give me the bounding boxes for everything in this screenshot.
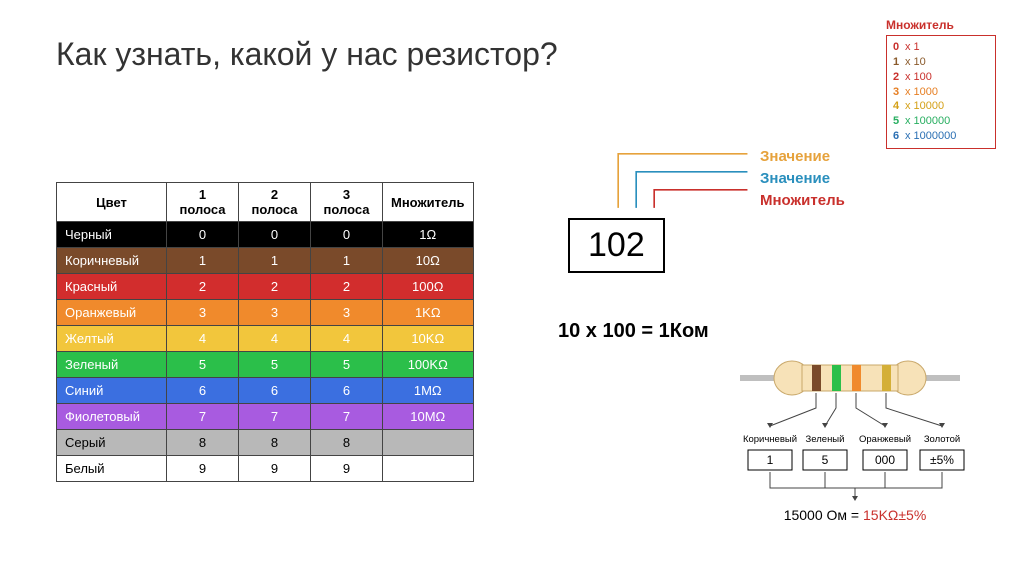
table-row: Фиолетовый77710MΩ	[57, 404, 474, 430]
svg-text:000: 000	[875, 453, 895, 467]
table-row: Белый999	[57, 456, 474, 482]
smd-calculation: 10 x 100 = 1Ком	[558, 320, 709, 343]
svg-text:15000 Ом = 15KΩ±5%: 15000 Ом = 15KΩ±5%	[784, 507, 927, 523]
svg-text:5: 5	[822, 453, 829, 467]
multiplier-row: 5 x 100000	[893, 114, 989, 129]
table-row: Коричневый11110Ω	[57, 248, 474, 274]
smd-code-box: 102	[568, 218, 665, 273]
svg-text:±5%: ±5%	[930, 453, 954, 467]
table-row: Оранжевый3331KΩ	[57, 300, 474, 326]
svg-text:Коричневый: Коричневый	[743, 434, 797, 445]
svg-text:1: 1	[767, 453, 774, 467]
table-header: Цвет	[57, 183, 167, 222]
multiplier-row: 6 x 1000000	[893, 129, 989, 144]
smd-label-digit1: Значение	[760, 148, 830, 165]
svg-text:Зеленый: Зеленый	[806, 434, 845, 445]
smd-label-digit2: Значение	[760, 170, 830, 187]
color-code-table: Цвет1 полоса2 полоса3 полосаМножитель Че…	[56, 182, 474, 482]
multiplier-row: 0 x 1	[893, 40, 989, 55]
svg-text:Оранжевый: Оранжевый	[859, 434, 911, 445]
table-row: Красный222100Ω	[57, 274, 474, 300]
page-title: Как узнать, какой у нас резистор?	[56, 36, 558, 73]
multiplier-row: 3 x 1000	[893, 85, 989, 100]
multiplier-legend-title: Множитель	[886, 18, 996, 32]
table-header: 3 полоса	[311, 183, 383, 222]
table-row: Черный0001Ω	[57, 222, 474, 248]
table-header: 1 полоса	[167, 183, 239, 222]
smd-code: 102	[568, 218, 665, 273]
table-row: Серый888	[57, 430, 474, 456]
table-row: Желтый44410KΩ	[57, 326, 474, 352]
svg-text:Золотой: Золотой	[924, 434, 960, 445]
multiplier-row: 4 x 10000	[893, 99, 989, 114]
multiplier-row: 1 x 10	[893, 55, 989, 70]
multiplier-row: 2 x 100	[893, 70, 989, 85]
resistor-diagram: Коричневый Зеленый Оранжевый Золотой 1 5 000 ±5…	[710, 348, 990, 548]
table-row: Синий6661MΩ	[57, 378, 474, 404]
table-row: Зеленый555100KΩ	[57, 352, 474, 378]
multiplier-legend: Множитель 0 x 11 x 102 x 1003 x 10004 x …	[886, 18, 996, 149]
table-header: 2 полоса	[239, 183, 311, 222]
table-header: Множитель	[383, 183, 474, 222]
smd-label-digit3: Множитель	[760, 192, 845, 209]
